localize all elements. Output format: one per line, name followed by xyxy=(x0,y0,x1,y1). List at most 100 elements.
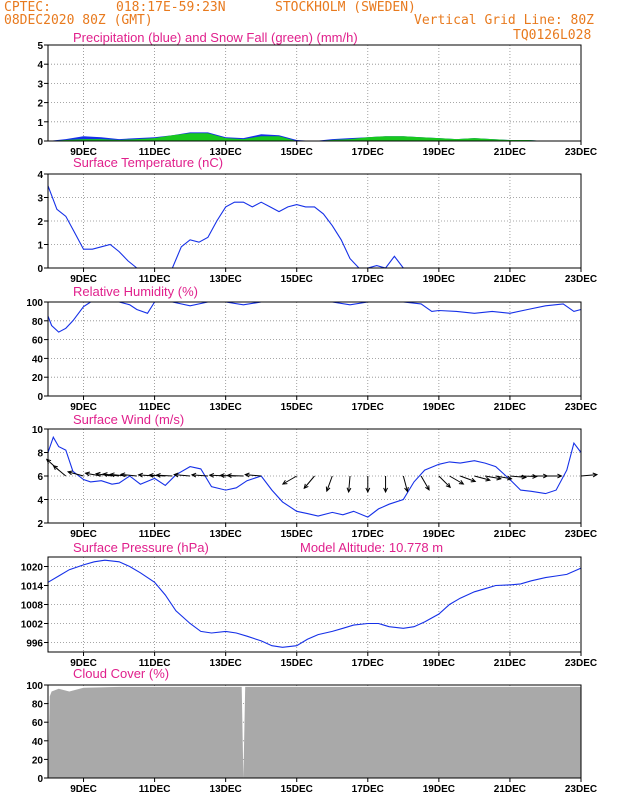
temp-xtick-label: 11DEC xyxy=(139,274,171,285)
cloud-xtick-label: 17DEC xyxy=(352,784,384,795)
wind-arrow-head xyxy=(425,485,430,491)
precip-ytick-label: 5 xyxy=(37,41,43,52)
temp-ytick-label: 4 xyxy=(37,170,43,181)
cloud-xtick-label: 11DEC xyxy=(139,784,171,795)
wind-arrow xyxy=(303,475,315,490)
wind-arrow-head xyxy=(445,482,451,489)
panel-wind: Surface Wind (m/s) 2 4 6 8 10 9DEC 11DEC 13DEC 15… xyxy=(32,412,599,540)
wind-speed-line xyxy=(47,435,582,518)
temp-xtick-label: 23DEC xyxy=(565,274,597,285)
pressure-ytick-label: 1002 xyxy=(21,620,44,631)
wind-arrow-shaft xyxy=(174,474,191,477)
wind-xtick-label: 23DEC xyxy=(565,529,597,540)
pressure-title: Surface Pressure (hPa) xyxy=(73,540,209,555)
wind-arrow-head xyxy=(470,477,477,483)
pressure-xtick-label: 13DEC xyxy=(210,658,242,669)
wind-arrow-shaft xyxy=(227,474,244,477)
wind-arrow xyxy=(281,475,297,485)
wind-arrow-shaft xyxy=(438,475,451,488)
wind-arrow-shaft xyxy=(474,475,490,481)
precip-ytick-label: 0 xyxy=(37,137,43,148)
rh-ytick-label: 80 xyxy=(32,317,44,328)
wind-arrow-head xyxy=(281,479,288,485)
pressure-xtick-label: 9DEC xyxy=(70,658,97,669)
wind-arrow xyxy=(545,473,563,479)
wind-arrow-head xyxy=(244,472,250,478)
pressure-xtick-label: 23DEC xyxy=(565,658,597,669)
header-grid-line: Vertical Grid Line: 80Z xyxy=(414,13,594,28)
wind-arrow xyxy=(449,475,465,485)
wind-arrow xyxy=(474,475,491,482)
wind-ytick-label: 6 xyxy=(37,472,43,483)
wind-arrow-shaft xyxy=(420,475,430,491)
temp-xtick-label: 13DEC xyxy=(210,274,242,285)
precip-ytick-label: 1 xyxy=(37,118,43,129)
wind-arrow-head xyxy=(137,472,144,478)
wind-ytick-label: 2 xyxy=(37,519,43,530)
precip-xtick-label: 13DEC xyxy=(210,147,242,158)
rh-ytick-label: 100 xyxy=(26,298,43,309)
temp-xtick-label: 19DEC xyxy=(423,274,455,285)
precip-xtick-label: 21DEC xyxy=(494,147,526,158)
wind-ytick-label: 10 xyxy=(32,425,44,436)
cloud-xtick-label: 23DEC xyxy=(565,784,597,795)
cloud-xtick-label: 19DEC xyxy=(423,784,455,795)
panel-temp: Surface Temperature (nC) 0 1 2 3 4 9DEC 11DEC 13… xyxy=(37,155,597,285)
wind-arrow-shaft xyxy=(138,474,155,477)
precip-xtick-label: 15DEC xyxy=(281,147,313,158)
wind-arrow-shaft xyxy=(156,474,173,477)
precip-ytick-label: 4 xyxy=(37,60,43,71)
temp-ytick-label: 3 xyxy=(37,194,43,205)
header-coordinates: 018:17E-59:23N xyxy=(116,0,226,15)
wind-arrow xyxy=(173,472,191,478)
precip-xtick-label: 11DEC xyxy=(139,147,171,158)
precip-series-snowfall xyxy=(48,133,581,141)
header-model-code: TQ0126L028 xyxy=(513,28,591,43)
wind-arrow-head xyxy=(496,475,502,481)
temp-ytick-label: 2 xyxy=(37,217,43,228)
wind-arrow-head xyxy=(208,472,215,478)
wind-ytick-label: 8 xyxy=(37,449,43,460)
pressure-ytick-label: 1014 xyxy=(21,582,44,593)
wind-arrow-head xyxy=(173,472,179,478)
wind-arrow-shaft xyxy=(509,475,526,478)
wind-arrow-head xyxy=(190,472,197,478)
wind-xtick-label: 19DEC xyxy=(423,529,455,540)
wind-xtick-label: 11DEC xyxy=(139,529,171,540)
rh-title: Relative Humidity (%) xyxy=(73,284,198,299)
wind-arrow-head xyxy=(52,464,58,471)
wind-arrow-head xyxy=(94,471,101,477)
precip-xtick-label: 17DEC xyxy=(352,147,384,158)
cloud-xtick-label: 15DEC xyxy=(281,784,313,795)
wind-arrow-head xyxy=(458,479,465,485)
precip-ytick-label: 2 xyxy=(37,99,43,110)
wind-arrow xyxy=(325,475,333,493)
pressure-xtick-label: 17DEC xyxy=(352,658,384,669)
wind-arrow-head xyxy=(226,473,232,478)
wind-arrow-shaft xyxy=(348,475,351,492)
wind-arrow xyxy=(438,475,451,489)
cloud-ytick-label: 80 xyxy=(32,700,44,711)
wind-arrow-shaft xyxy=(484,475,501,480)
wind-arrow-shaft xyxy=(449,475,464,485)
wind-arrow-shaft xyxy=(120,473,137,477)
wind-arrow xyxy=(365,476,371,494)
wind-arrow xyxy=(383,476,388,494)
temp-title: Surface Temperature (nC) xyxy=(73,155,223,170)
wind-arrow-head xyxy=(557,473,563,479)
pressure-ytick-label: 1020 xyxy=(21,563,44,574)
wind-arrow-shaft xyxy=(53,465,67,477)
cloud-xtick-label: 21DEC xyxy=(494,784,526,795)
rh-xtick-label: 11DEC xyxy=(139,402,171,413)
rh-line xyxy=(47,301,582,333)
wind-xtick-label: 17DEC xyxy=(352,529,384,540)
wind-arrow-head xyxy=(404,486,409,493)
rh-ytick-label: 40 xyxy=(32,354,44,365)
wind-arrow-head xyxy=(219,473,225,478)
cloud-xtick-label: 13DEC xyxy=(210,784,242,795)
wind-arrow xyxy=(346,475,352,494)
wind-arrow-shaft xyxy=(580,474,597,477)
wind-arrow-head xyxy=(66,470,73,476)
rh-frame xyxy=(47,301,582,397)
panel-precip: Precipitation (blue) and Snow Fall (gree… xyxy=(37,30,597,158)
